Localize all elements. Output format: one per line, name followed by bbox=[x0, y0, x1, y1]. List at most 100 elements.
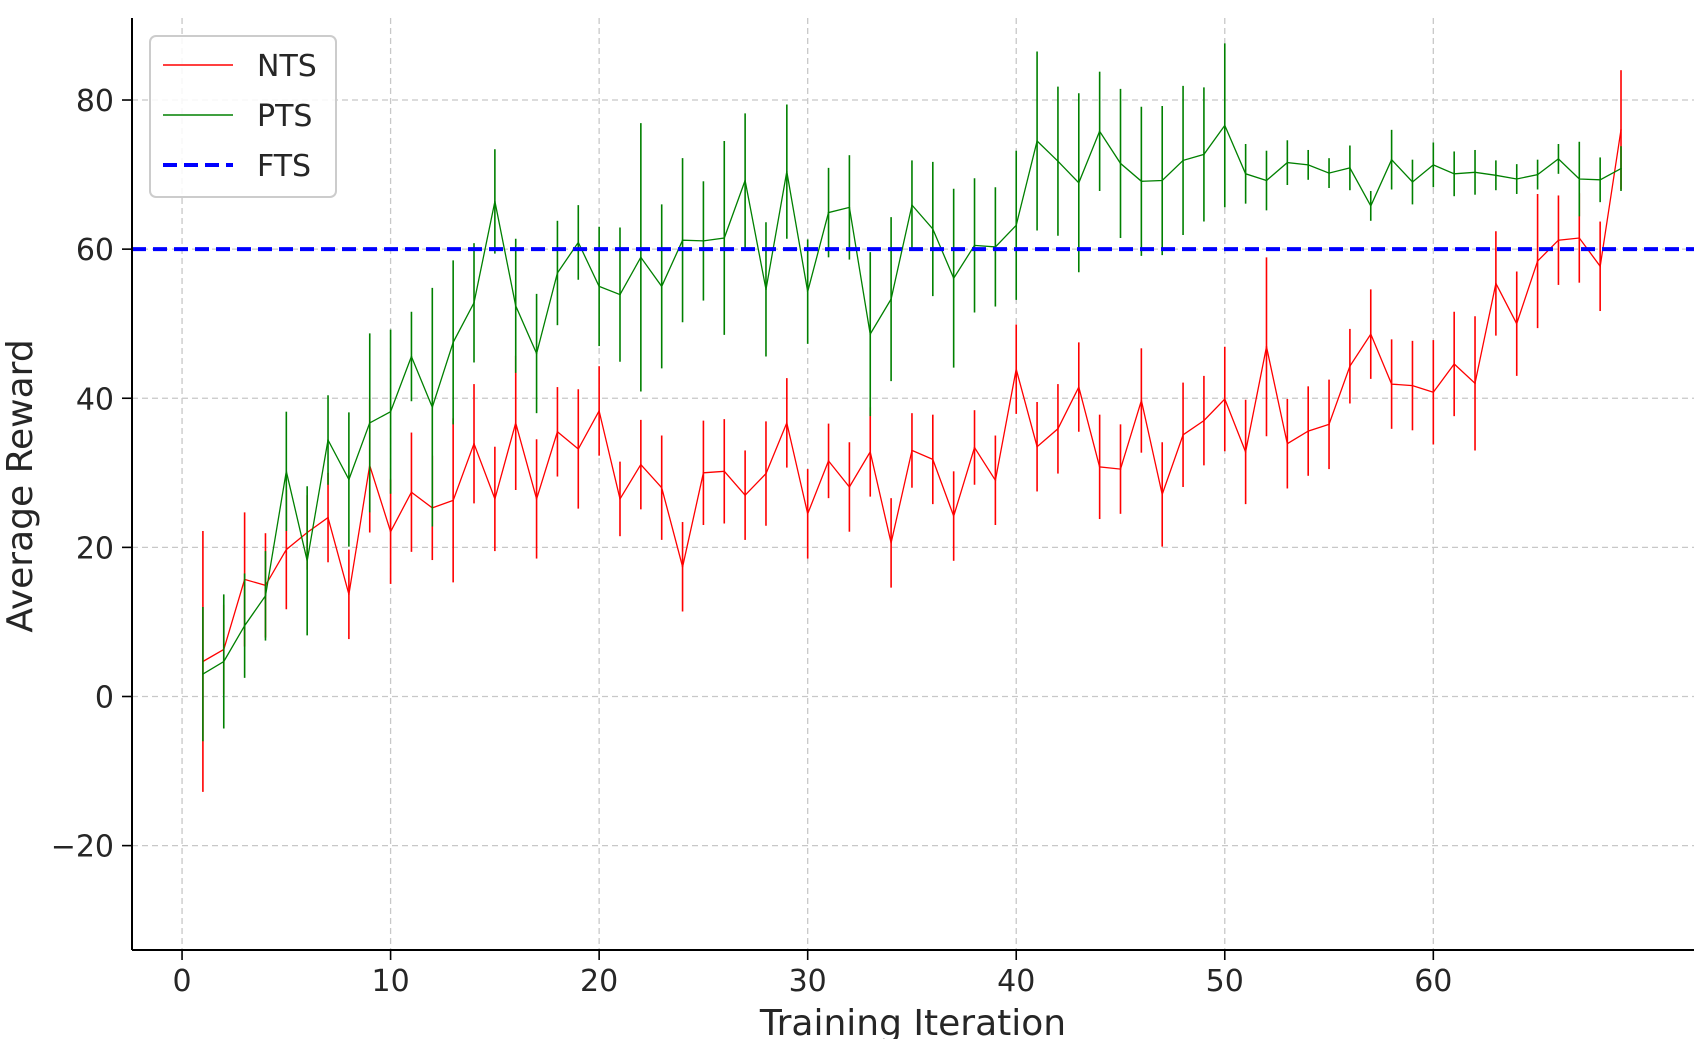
data-point-nts bbox=[1244, 451, 1247, 453]
x-tick-label: 60 bbox=[1414, 964, 1452, 999]
data-point-pts bbox=[327, 439, 329, 441]
y-axis-label: Average Reward bbox=[0, 339, 41, 632]
data-point-nts bbox=[744, 494, 746, 496]
data-point-nts bbox=[681, 565, 684, 568]
data-point-nts bbox=[1474, 382, 1476, 385]
data-point-pts bbox=[952, 277, 955, 280]
data-point-pts bbox=[1495, 174, 1497, 177]
data-point-pts bbox=[1411, 181, 1414, 183]
data-point-nts bbox=[598, 410, 600, 412]
data-point-pts bbox=[660, 285, 663, 288]
data-point-pts bbox=[202, 673, 204, 675]
data-point-nts bbox=[1036, 445, 1038, 448]
data-point-nts bbox=[1432, 391, 1435, 394]
data-point-pts bbox=[1369, 205, 1372, 207]
data-point-nts bbox=[765, 472, 767, 475]
data-point-pts bbox=[1390, 158, 1393, 161]
data-point-pts bbox=[890, 298, 892, 300]
data-point-nts bbox=[932, 458, 934, 461]
data-point-nts bbox=[1536, 260, 1539, 262]
legend-label-fts: FTS bbox=[257, 149, 311, 184]
data-point-pts bbox=[869, 333, 872, 335]
data-point-nts bbox=[1453, 363, 1455, 365]
data-point-pts bbox=[389, 410, 392, 413]
data-point-nts bbox=[952, 515, 955, 517]
legend-label-nts: NTS bbox=[257, 49, 317, 84]
data-point-pts bbox=[1453, 173, 1455, 175]
data-point-nts bbox=[535, 498, 538, 500]
data-point-pts bbox=[786, 170, 788, 173]
data-point-pts bbox=[494, 200, 496, 203]
data-point-nts bbox=[514, 422, 517, 424]
series-pts bbox=[202, 43, 1622, 742]
data-point-pts bbox=[306, 559, 308, 562]
y-tick-label: 60 bbox=[76, 233, 114, 268]
data-point-nts bbox=[1307, 430, 1309, 432]
data-point-nts bbox=[1620, 129, 1622, 131]
data-point-pts bbox=[806, 290, 809, 293]
data-point-pts bbox=[1057, 160, 1059, 162]
data-point-pts bbox=[723, 237, 726, 239]
data-point-nts bbox=[1578, 237, 1581, 239]
data-point-pts bbox=[368, 422, 371, 424]
data-point-nts bbox=[1077, 386, 1080, 388]
data-point-pts bbox=[473, 302, 475, 304]
data-point-nts bbox=[1349, 365, 1351, 367]
data-point-pts bbox=[598, 285, 600, 288]
tick-labels: 0 10 20 30 40 50 60 −20 0 20 40 60 80 bbox=[51, 84, 1453, 999]
data-point-nts bbox=[1390, 383, 1393, 385]
y-tick-label: 40 bbox=[76, 382, 114, 417]
data-point-pts bbox=[1515, 178, 1518, 180]
data-point-nts bbox=[1015, 368, 1018, 370]
y-tick-label: 0 bbox=[95, 680, 114, 715]
data-point-pts bbox=[1036, 140, 1038, 142]
data-point-pts bbox=[431, 406, 434, 409]
data-point-pts bbox=[1474, 171, 1476, 174]
legend-frame bbox=[149, 35, 337, 198]
data-point-nts bbox=[723, 470, 726, 473]
x-tick-label: 40 bbox=[997, 964, 1035, 999]
data-point-pts bbox=[1223, 124, 1226, 127]
data-point-nts bbox=[619, 498, 621, 500]
data-point-pts bbox=[222, 660, 225, 663]
data-point-nts bbox=[285, 548, 288, 551]
data-point-nts bbox=[1411, 384, 1414, 387]
data-point-pts bbox=[973, 244, 976, 247]
data-point-pts bbox=[619, 293, 621, 296]
data-point-pts bbox=[1349, 167, 1351, 169]
data-point-pts bbox=[932, 228, 934, 230]
data-point-pts bbox=[1015, 224, 1018, 227]
data-point-nts bbox=[640, 463, 642, 466]
data-point-pts bbox=[1620, 167, 1622, 170]
data-point-pts bbox=[1286, 161, 1289, 164]
data-point-nts bbox=[473, 442, 475, 445]
data-point-nts bbox=[1203, 419, 1205, 422]
data-point-pts bbox=[1328, 172, 1330, 174]
data-point-nts bbox=[1599, 265, 1601, 268]
series-layer bbox=[132, 43, 1694, 792]
x-tick-label: 0 bbox=[173, 964, 192, 999]
series-line-pts bbox=[202, 124, 1622, 675]
data-point-pts bbox=[744, 179, 746, 182]
data-point-nts bbox=[1515, 322, 1518, 325]
data-point-nts bbox=[973, 446, 976, 449]
data-point-pts bbox=[1432, 164, 1435, 166]
data-point-nts bbox=[702, 472, 705, 474]
data-point-pts bbox=[848, 206, 851, 209]
data-point-nts bbox=[786, 422, 788, 424]
data-point-pts bbox=[1203, 153, 1205, 156]
data-point-pts bbox=[514, 305, 517, 307]
data-point-pts bbox=[1536, 173, 1539, 176]
data-point-nts bbox=[577, 448, 580, 450]
data-point-nts bbox=[1223, 398, 1226, 400]
data-point-pts bbox=[410, 355, 413, 358]
data-point-nts bbox=[1119, 468, 1122, 470]
data-point-nts bbox=[827, 460, 830, 462]
data-point-pts bbox=[1161, 179, 1164, 182]
data-point-nts bbox=[1328, 423, 1330, 426]
legend: NTS PTS FTS bbox=[149, 35, 337, 198]
data-point-nts bbox=[1557, 239, 1560, 241]
data-point-pts bbox=[1182, 159, 1184, 162]
data-point-nts bbox=[410, 491, 413, 494]
